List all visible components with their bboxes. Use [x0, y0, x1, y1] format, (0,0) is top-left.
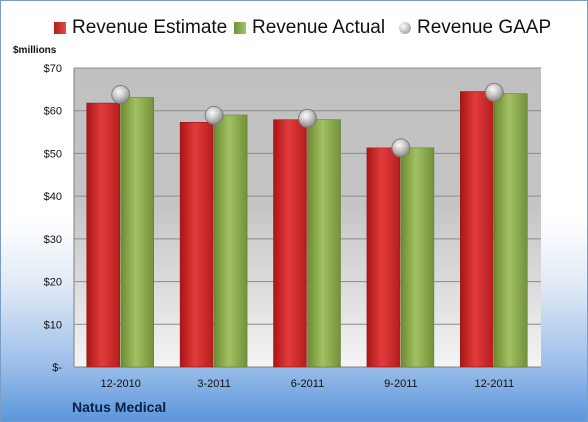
bar-revenue-actual	[120, 97, 154, 368]
bar-revenue-actual	[494, 93, 528, 368]
y-tick-label: $30	[44, 234, 62, 246]
bar-revenue-estimate	[460, 91, 494, 368]
estimate-swatch	[54, 22, 66, 34]
y-tick-label: $70	[44, 63, 62, 75]
bar-revenue-actual	[400, 147, 435, 368]
x-tick-label: 9-2011	[384, 378, 417, 390]
bar-revenue-actual	[307, 119, 341, 368]
y-tick-label: $40	[44, 191, 62, 203]
y-tick-label: $20	[44, 277, 62, 289]
legend-actual-label: Revenue Actual	[252, 17, 386, 38]
y-tick-label: $10	[44, 319, 62, 331]
marker-revenue-gaap	[391, 138, 411, 158]
legend-item-estimate: Revenue Estimate	[54, 17, 227, 39]
y-tick-label: $-	[52, 362, 62, 374]
y-tick-label: $50	[44, 148, 62, 160]
bar-revenue-estimate	[179, 121, 214, 368]
x-tick-label: 12-2011	[475, 378, 515, 390]
unit-label: $millions	[13, 45, 57, 56]
actual-swatch	[234, 22, 246, 34]
x-tick-label: 3-2011	[197, 378, 230, 390]
marker-revenue-gaap	[298, 108, 317, 128]
bar-revenue-estimate	[273, 119, 307, 368]
legend: Revenue Estimate Revenue Actual Revenue …	[1, 17, 587, 41]
legend-estimate-label: Revenue Estimate	[72, 17, 228, 38]
y-tick-label: $60	[44, 106, 62, 118]
x-tick-label: 12-2010	[101, 378, 141, 390]
bar-revenue-actual	[213, 114, 248, 368]
legend-item-actual: Revenue Actual	[234, 17, 385, 39]
legend-gaap-label: Revenue GAAP	[417, 17, 552, 38]
marker-revenue-gaap	[204, 105, 224, 125]
x-tick-label: 6-2011	[291, 378, 324, 390]
bar-revenue-estimate	[366, 147, 401, 368]
gaap-marker	[399, 22, 411, 34]
marker-revenue-gaap	[111, 84, 131, 104]
legend-item-gaap: Revenue GAAP	[399, 17, 551, 39]
company-name: Natus Medical	[72, 399, 167, 415]
bar-revenue-estimate	[86, 102, 120, 368]
marker-revenue-gaap	[484, 82, 504, 102]
